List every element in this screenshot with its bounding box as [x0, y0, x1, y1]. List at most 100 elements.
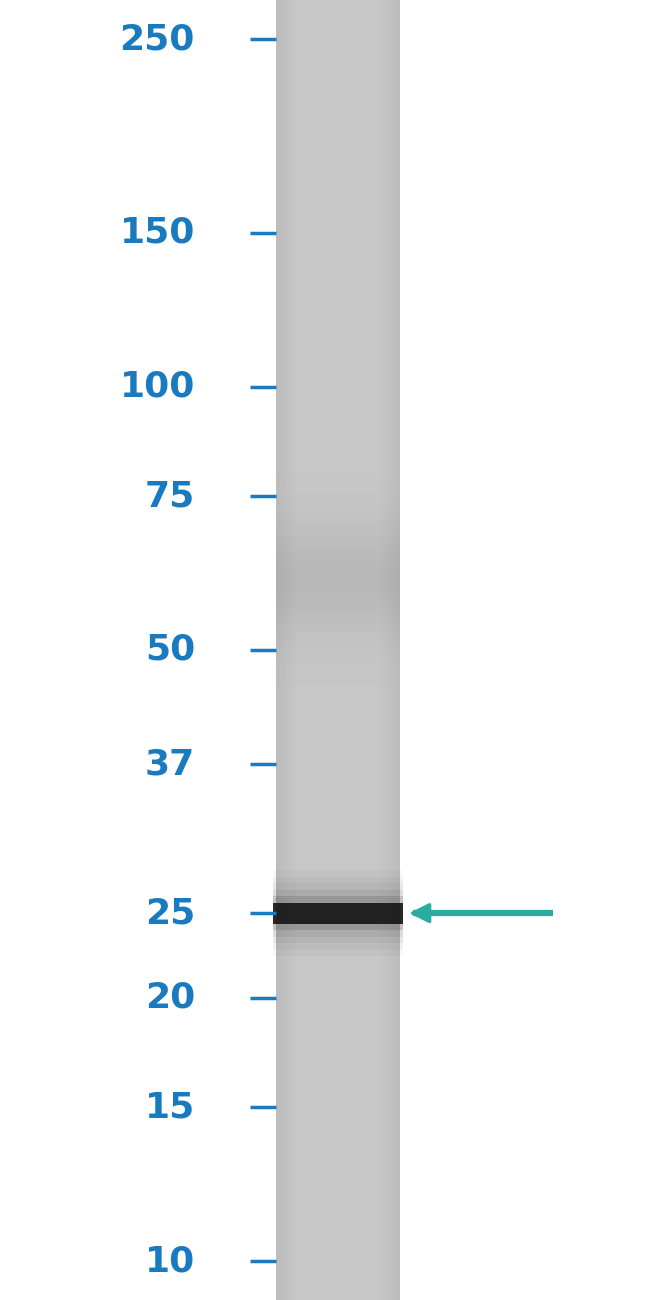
Bar — [276, 194, 400, 198]
Bar — [276, 1221, 400, 1225]
Text: 25: 25 — [145, 896, 195, 930]
Bar — [276, 887, 400, 890]
Bar — [276, 265, 400, 270]
Bar — [276, 785, 400, 789]
Bar — [276, 627, 400, 630]
Bar — [276, 545, 400, 549]
Bar — [276, 53, 400, 58]
Bar — [276, 536, 400, 540]
Bar — [276, 666, 400, 670]
Bar — [276, 558, 400, 562]
Bar — [276, 900, 400, 903]
Bar — [276, 159, 400, 162]
Bar — [276, 1058, 400, 1063]
Bar — [276, 83, 400, 88]
Bar — [276, 1009, 400, 1014]
Bar — [276, 467, 400, 472]
Bar — [276, 48, 400, 52]
Bar — [276, 42, 400, 46]
Bar — [276, 1240, 400, 1245]
Bar — [276, 276, 400, 279]
Bar — [276, 681, 400, 686]
Bar — [276, 60, 400, 65]
Bar — [276, 493, 400, 497]
Bar — [276, 757, 400, 760]
Bar — [276, 1143, 400, 1148]
Bar — [276, 915, 400, 920]
Bar — [276, 597, 400, 601]
Bar — [276, 818, 400, 823]
Bar — [276, 1104, 400, 1108]
Bar — [276, 1251, 400, 1254]
Bar — [276, 207, 400, 211]
Bar — [276, 408, 400, 413]
Bar — [276, 174, 400, 178]
Bar — [382, 0, 385, 1300]
Bar — [276, 272, 400, 277]
Bar — [276, 831, 400, 836]
Bar — [276, 246, 400, 250]
Bar — [276, 233, 400, 237]
Bar — [276, 593, 400, 598]
Bar — [276, 298, 400, 303]
Bar — [276, 588, 400, 592]
Bar — [276, 341, 400, 344]
Bar — [276, 399, 400, 403]
Bar — [276, 549, 400, 552]
Bar — [276, 835, 400, 838]
Bar — [276, 798, 400, 802]
Bar — [276, 428, 400, 432]
Bar — [276, 766, 400, 770]
Bar — [276, 1022, 400, 1027]
Bar — [276, 367, 400, 370]
Bar — [276, 640, 400, 644]
Bar — [276, 252, 400, 257]
Bar — [276, 939, 400, 942]
Bar — [276, 1217, 400, 1222]
Bar — [276, 1132, 400, 1138]
Bar — [276, 779, 400, 783]
Bar — [276, 850, 400, 855]
Bar — [276, 1004, 400, 1008]
Bar — [276, 944, 400, 949]
Bar — [276, 876, 400, 881]
Bar — [276, 35, 400, 39]
Bar — [276, 152, 400, 156]
Bar — [276, 441, 400, 445]
Bar — [276, 1266, 400, 1271]
Bar — [276, 165, 400, 169]
Bar — [276, 931, 400, 936]
Bar — [276, 1110, 400, 1115]
Bar — [276, 679, 400, 682]
Bar — [276, 0, 279, 1300]
Bar — [276, 155, 400, 160]
Bar — [276, 633, 400, 637]
Bar — [276, 555, 400, 559]
Bar — [276, 1264, 400, 1268]
Bar — [276, 1191, 400, 1196]
Bar — [276, 289, 400, 292]
Bar — [276, 1208, 400, 1212]
Bar — [276, 1097, 400, 1102]
Bar — [276, 70, 400, 74]
Bar — [276, 705, 400, 708]
Bar — [276, 883, 400, 887]
Bar — [276, 393, 400, 396]
Bar — [276, 814, 400, 819]
Bar — [276, 1123, 400, 1127]
Bar — [276, 64, 400, 68]
Bar — [276, 957, 400, 962]
Text: 75: 75 — [145, 480, 195, 514]
Bar — [276, 1013, 400, 1017]
Bar — [276, 126, 400, 130]
Bar — [276, 3, 400, 6]
Bar — [276, 135, 400, 140]
Bar — [276, 996, 400, 1001]
Bar — [276, 692, 400, 696]
Bar — [276, 356, 400, 360]
Bar — [276, 44, 400, 48]
Bar — [276, 172, 400, 176]
Bar — [276, 783, 400, 786]
Bar — [276, 473, 400, 478]
Bar — [276, 229, 400, 234]
